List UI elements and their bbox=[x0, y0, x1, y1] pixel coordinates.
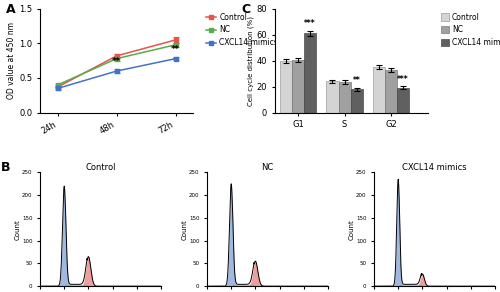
Text: ***: *** bbox=[304, 19, 316, 28]
Bar bbox=[350, 89, 362, 113]
Y-axis label: Count: Count bbox=[182, 219, 188, 240]
Text: C: C bbox=[241, 3, 250, 15]
Bar bbox=[326, 81, 338, 113]
Y-axis label: Cell cycle distribution (%): Cell cycle distribution (%) bbox=[248, 16, 254, 106]
Text: B: B bbox=[2, 161, 11, 174]
Text: **: ** bbox=[112, 57, 121, 65]
Y-axis label: Count: Count bbox=[14, 219, 20, 240]
Bar bbox=[397, 88, 409, 113]
Legend: Control, NC, CXCL14 mimics: Control, NC, CXCL14 mimics bbox=[438, 10, 500, 50]
Text: **: ** bbox=[171, 46, 180, 54]
Title: NC: NC bbox=[262, 163, 274, 172]
Y-axis label: OD value at 450 nm: OD value at 450 nm bbox=[8, 22, 16, 99]
Title: CXCL14 mimics: CXCL14 mimics bbox=[402, 163, 467, 172]
Bar bbox=[304, 33, 316, 113]
Text: A: A bbox=[6, 3, 16, 15]
Y-axis label: Count: Count bbox=[348, 219, 354, 240]
Bar bbox=[292, 60, 304, 113]
Bar bbox=[385, 70, 397, 113]
Bar bbox=[373, 67, 385, 113]
Text: **: ** bbox=[352, 76, 360, 85]
Text: ***: *** bbox=[398, 75, 409, 84]
Legend: Control, NC, CXCL14 mimics: Control, NC, CXCL14 mimics bbox=[202, 10, 281, 50]
Bar bbox=[280, 61, 292, 113]
Bar bbox=[338, 82, 350, 113]
Title: Control: Control bbox=[86, 163, 116, 172]
